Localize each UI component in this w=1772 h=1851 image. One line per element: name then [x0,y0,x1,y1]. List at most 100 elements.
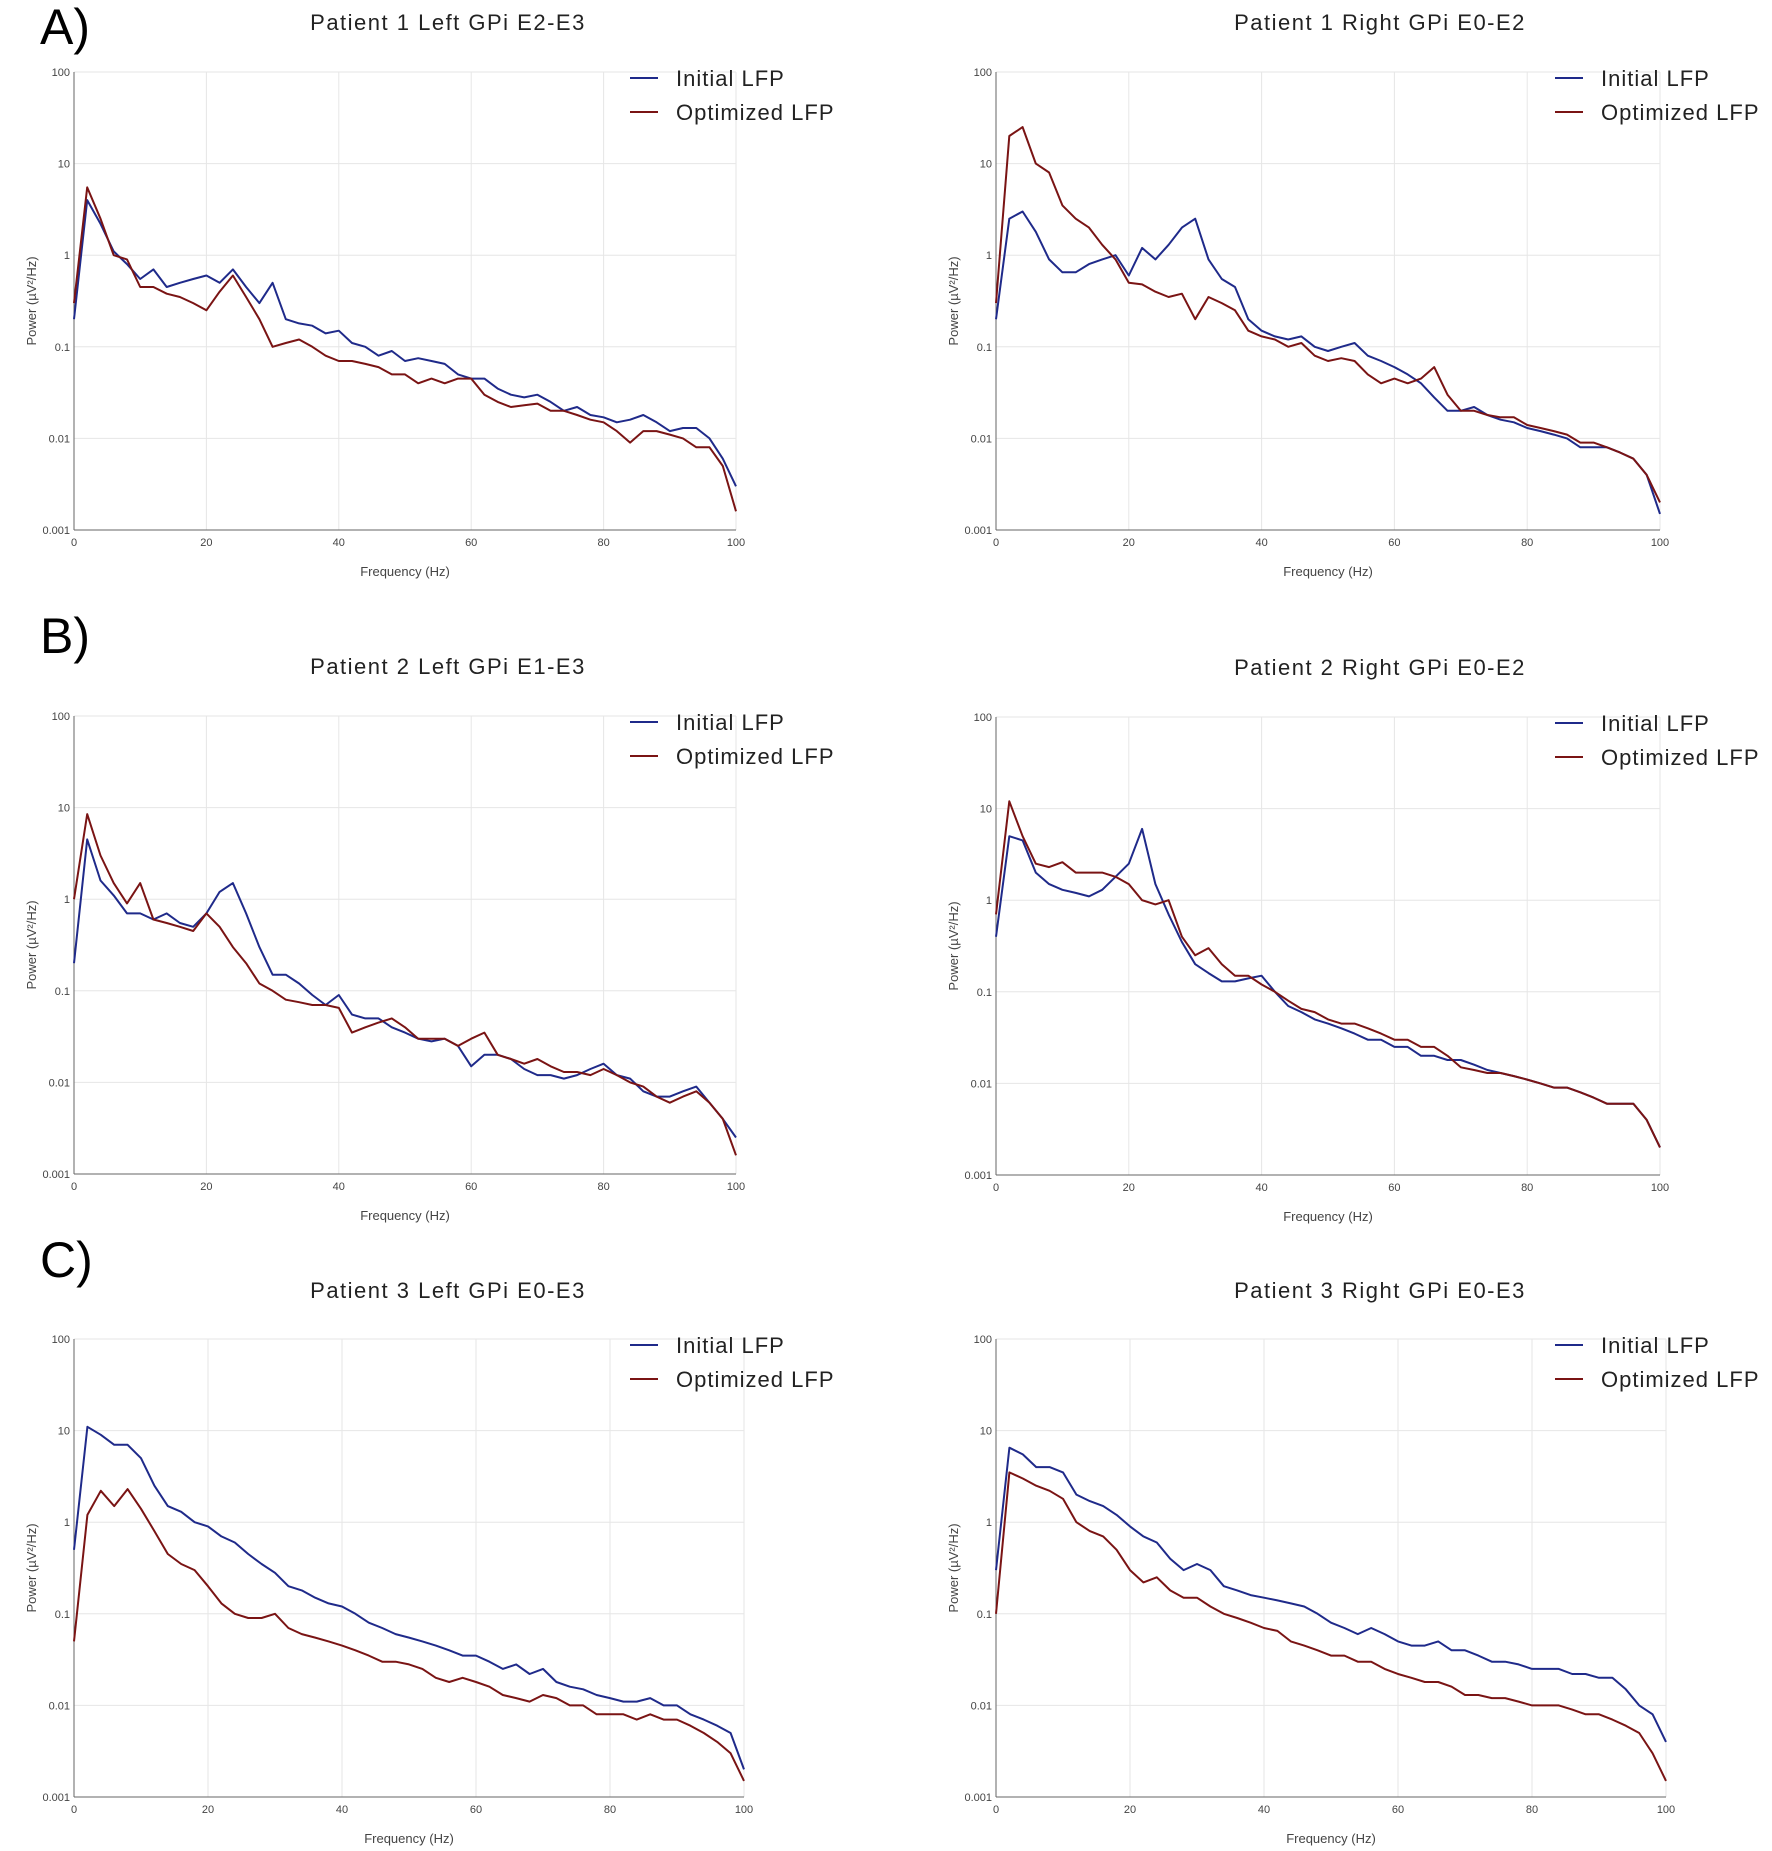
chart-4: Patient 2 Right GPi E0-E2 0 20 40 60 80 100 0.0… [946,655,1759,1224]
series-optimized-lfp [995,800,1661,1148]
y-tick-label: 100 [52,67,70,79]
x-tick-label: 20 [200,537,212,549]
chart-legend: Initial LFP Optimized LFP [1555,1333,1760,1392]
chart-3: Patient 2 Left GPi E1-E3 0 20 40 60 80 100 0.00… [24,654,835,1223]
x-tick-label: 20 [1124,1804,1136,1816]
x-tick-label: 80 [604,1804,616,1816]
y-tick-label: 0.1 [55,986,70,998]
y-axis-title: Power (µV²/Hz) [24,900,39,989]
chart-6: Patient 3 Right GPi E0-E3 0 20 40 60 80 100 0.0… [946,1278,1760,1846]
panel-label-b: B) [40,608,90,664]
x-axis-title: Frequency (Hz) [360,1208,450,1223]
legend-label-optimized: Optimized LFP [1601,100,1760,125]
x-tick-label: 0 [71,1804,77,1816]
y-tick-label: 10 [980,804,992,816]
x-tick-label: 60 [1392,1804,1404,1816]
chart-legend: Initial LFP Optimized LFP [1555,711,1759,770]
x-tick-label: 40 [1255,537,1267,549]
y-tick-label: 0.001 [964,525,992,537]
x-tick-label: 80 [1526,1804,1538,1816]
x-axis-title: Frequency (Hz) [1283,564,1373,579]
y-tick-label: 0.1 [977,987,992,999]
x-tick-label: 0 [71,537,77,549]
series-optimized-lfp [995,126,1661,503]
x-tick-label: 40 [1255,1182,1267,1194]
y-tick-label: 100 [974,712,992,724]
y-tick-label: 0.001 [964,1792,992,1804]
y-axis-title: Power (µV²/Hz) [24,1523,39,1612]
y-tick-label: 0.1 [977,342,992,354]
chart-1: Patient 1 Left GPi E2-E3 0 20 40 60 80 100 0.00… [24,10,835,579]
series-initial-lfp [73,838,737,1139]
legend-label-optimized: Optimized LFP [676,744,835,769]
y-tick-label: 100 [974,67,992,79]
y-tick-label: 10 [58,1426,70,1438]
chart-legend: Initial LFP Optimized LFP [630,1333,834,1392]
x-tick-label: 40 [333,537,345,549]
series-optimized-lfp [995,1471,1667,1782]
series-initial-lfp [73,1425,745,1770]
x-tick-label: 100 [1657,1804,1675,1816]
chart-title: Patient 2 Left GPi E1-E3 [310,654,586,679]
y-tick-label: 10 [980,1426,992,1438]
y-tick-label: 10 [980,159,992,171]
x-tick-label: 0 [993,537,999,549]
y-tick-label: 0.001 [42,1792,70,1804]
legend-label-initial: Initial LFP [1601,1333,1710,1358]
x-tick-label: 100 [1651,1182,1669,1194]
chart-legend: Initial LFP Optimized LFP [1555,66,1760,125]
chart-title: Patient 1 Left GPi E2-E3 [310,10,586,35]
series-initial-lfp [995,827,1661,1148]
x-tick-label: 80 [597,537,609,549]
y-tick-label: 0.01 [971,1078,992,1090]
y-tick-label: 1 [64,1517,70,1529]
y-tick-label: 0.1 [977,1609,992,1621]
x-tick-label: 20 [1123,537,1135,549]
x-tick-label: 80 [1521,1182,1533,1194]
chart-legend: Initial LFP Optimized LFP [630,66,835,125]
x-tick-label: 60 [465,1181,477,1193]
y-tick-label: 10 [58,803,70,815]
x-tick-label: 60 [465,537,477,549]
panel-label-c: C) [40,1232,93,1288]
y-tick-label: 0.001 [964,1170,992,1182]
charts-container: Patient 1 Left GPi E2-E30 20 40 60 80 1000.00… [24,10,1760,1846]
legend-label-optimized: Optimized LFP [1601,1367,1760,1392]
series-optimized-lfp [73,186,737,512]
x-tick-label: 40 [333,1181,345,1193]
x-axis-title: Frequency (Hz) [1283,1209,1373,1224]
x-axis-title: Frequency (Hz) [364,1831,454,1846]
y-tick-label: 0.01 [971,1700,992,1712]
y-tick-label: 1 [64,894,70,906]
x-tick-label: 100 [1651,537,1669,549]
chart-title: Patient 2 Right GPi E0-E2 [1234,655,1526,680]
chart-legend: Initial LFP Optimized LFP [630,710,835,769]
y-axis-title: Power (µV²/Hz) [24,256,39,345]
chart-title: Patient 3 Left GPi E0-E3 [310,1278,586,1303]
legend-label-initial: Initial LFP [676,1333,785,1358]
series-initial-lfp [73,199,737,487]
series-initial-lfp [995,1446,1667,1743]
x-tick-label: 60 [1388,1182,1400,1194]
series-initial-lfp [995,210,1661,515]
x-tick-label: 100 [735,1804,753,1816]
x-tick-label: 0 [993,1804,999,1816]
chart-2: Patient 1 Right GPi E0-E2 0 20 40 60 80 100 0.0… [946,10,1760,579]
y-tick-label: 0.1 [55,1609,70,1621]
y-tick-label: 0.001 [42,525,70,537]
x-tick-label: 40 [336,1804,348,1816]
y-tick-label: 0.1 [55,342,70,354]
x-tick-label: 20 [202,1804,214,1816]
y-tick-label: 1 [986,250,992,262]
y-axis-title: Power (µV²/Hz) [946,256,961,345]
x-axis-title: Frequency (Hz) [360,564,450,579]
y-tick-label: 1 [986,1517,992,1529]
y-tick-label: 100 [52,711,70,723]
x-tick-label: 80 [1521,537,1533,549]
legend-label-optimized: Optimized LFP [676,100,835,125]
y-tick-label: 10 [58,159,70,171]
x-tick-label: 60 [1388,537,1400,549]
panel-label-a: A) [40,0,90,55]
y-axis-title: Power (µV²/Hz) [946,1523,961,1612]
